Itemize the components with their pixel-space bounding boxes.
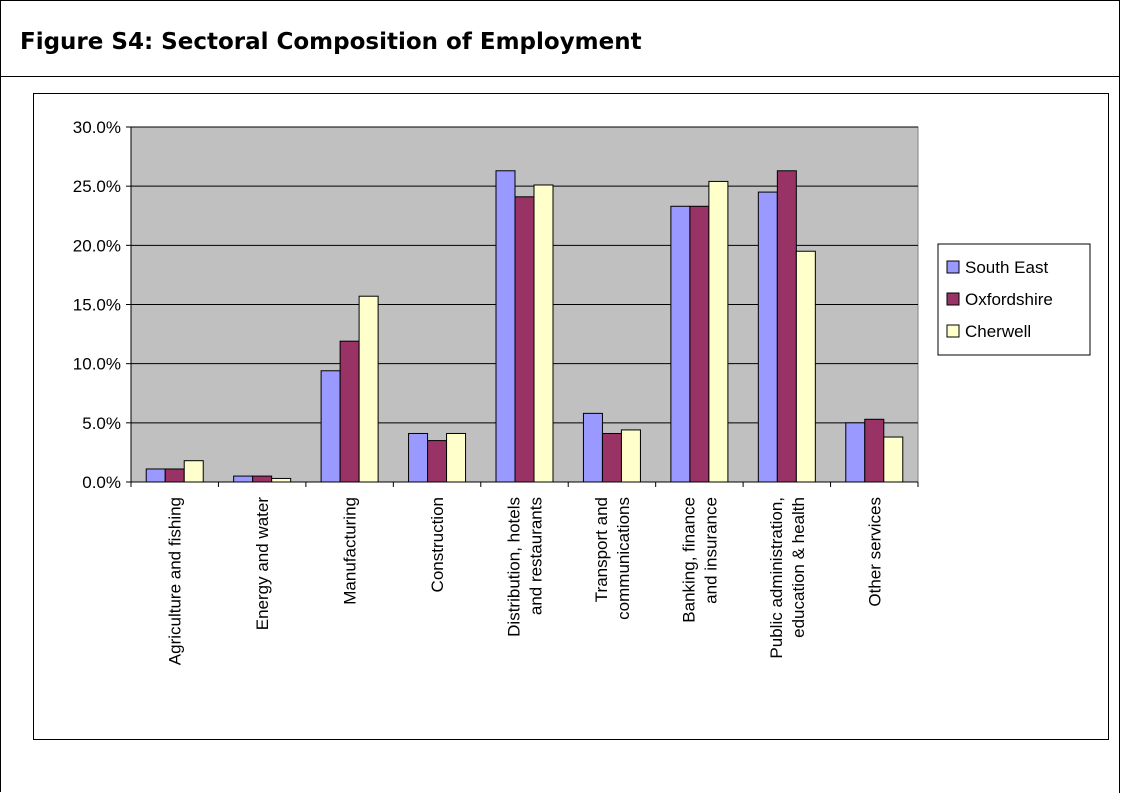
bar-chart: 0.0% 5.0% 10.0% 15.0% 20.0% 25.0% 30.0% Agricul… [73,118,1091,665]
x-category-label: Transport and [592,497,611,602]
bar [164,468,185,483]
bar [514,196,535,483]
bar [845,422,866,483]
x-category-label: communications [614,497,633,620]
bar [145,468,166,483]
bar [495,170,516,483]
bar [446,432,467,483]
x-category-label: Other services [865,497,884,607]
bar [864,418,885,483]
bar [582,412,603,483]
bar [670,205,691,483]
bar [883,436,904,483]
chart-area: 0.0% 5.0% 10.0% 15.0% 20.0% 25.0% 30.0% Agricul… [33,93,1109,740]
bar [339,340,360,483]
bar [601,432,622,483]
bar [358,295,379,483]
bar [708,180,729,483]
legend-swatch [946,324,960,338]
bar [183,460,204,483]
legend-swatch [946,292,960,306]
bar [427,440,448,483]
y-tick-label: 25.0% [73,177,121,196]
bar [271,477,292,483]
x-category-label: and restaurants [527,497,546,615]
y-tick-label: 30.0% [73,118,121,137]
x-category-label: Construction [428,497,447,592]
x-category-label: Energy and water [253,497,272,631]
x-category-label: Distribution, hotels [505,497,524,637]
bar [252,475,273,483]
x-category-label: Public administration, [767,497,786,659]
y-tick-label: 5.0% [82,414,121,433]
bar [233,475,254,483]
bar [776,170,797,483]
bar [757,191,778,483]
y-tick-label: 0.0% [82,473,121,492]
legend-box [937,243,1091,356]
x-category-label: and insurance [701,497,720,604]
bar [320,370,341,483]
bar [620,429,641,483]
legend-entry: Cherwell [965,322,1031,341]
figure-frame-right-edge [1119,0,1120,793]
legend-swatch [946,260,960,274]
bar [533,184,554,483]
x-category-label: Banking, finance [679,497,698,623]
legend-entry: Oxfordshire [965,290,1053,309]
x-category-label: Manufacturing [341,497,360,605]
bar [408,432,429,483]
figure-title: Figure S4: Sectoral Composition of Emplo… [20,29,642,55]
y-tick-label: 20.0% [73,236,121,255]
y-tick-label: 10.0% [73,355,121,374]
x-category-label: Agriculture and fishing [166,497,185,665]
x-category-label: education & health [789,497,808,638]
legend-entry: South East [965,258,1048,277]
figure-title-bar: Figure S4: Sectoral Composition of Emplo… [0,0,1120,77]
y-tick-label: 15.0% [73,296,121,315]
bar [795,250,816,483]
bar [689,205,710,483]
